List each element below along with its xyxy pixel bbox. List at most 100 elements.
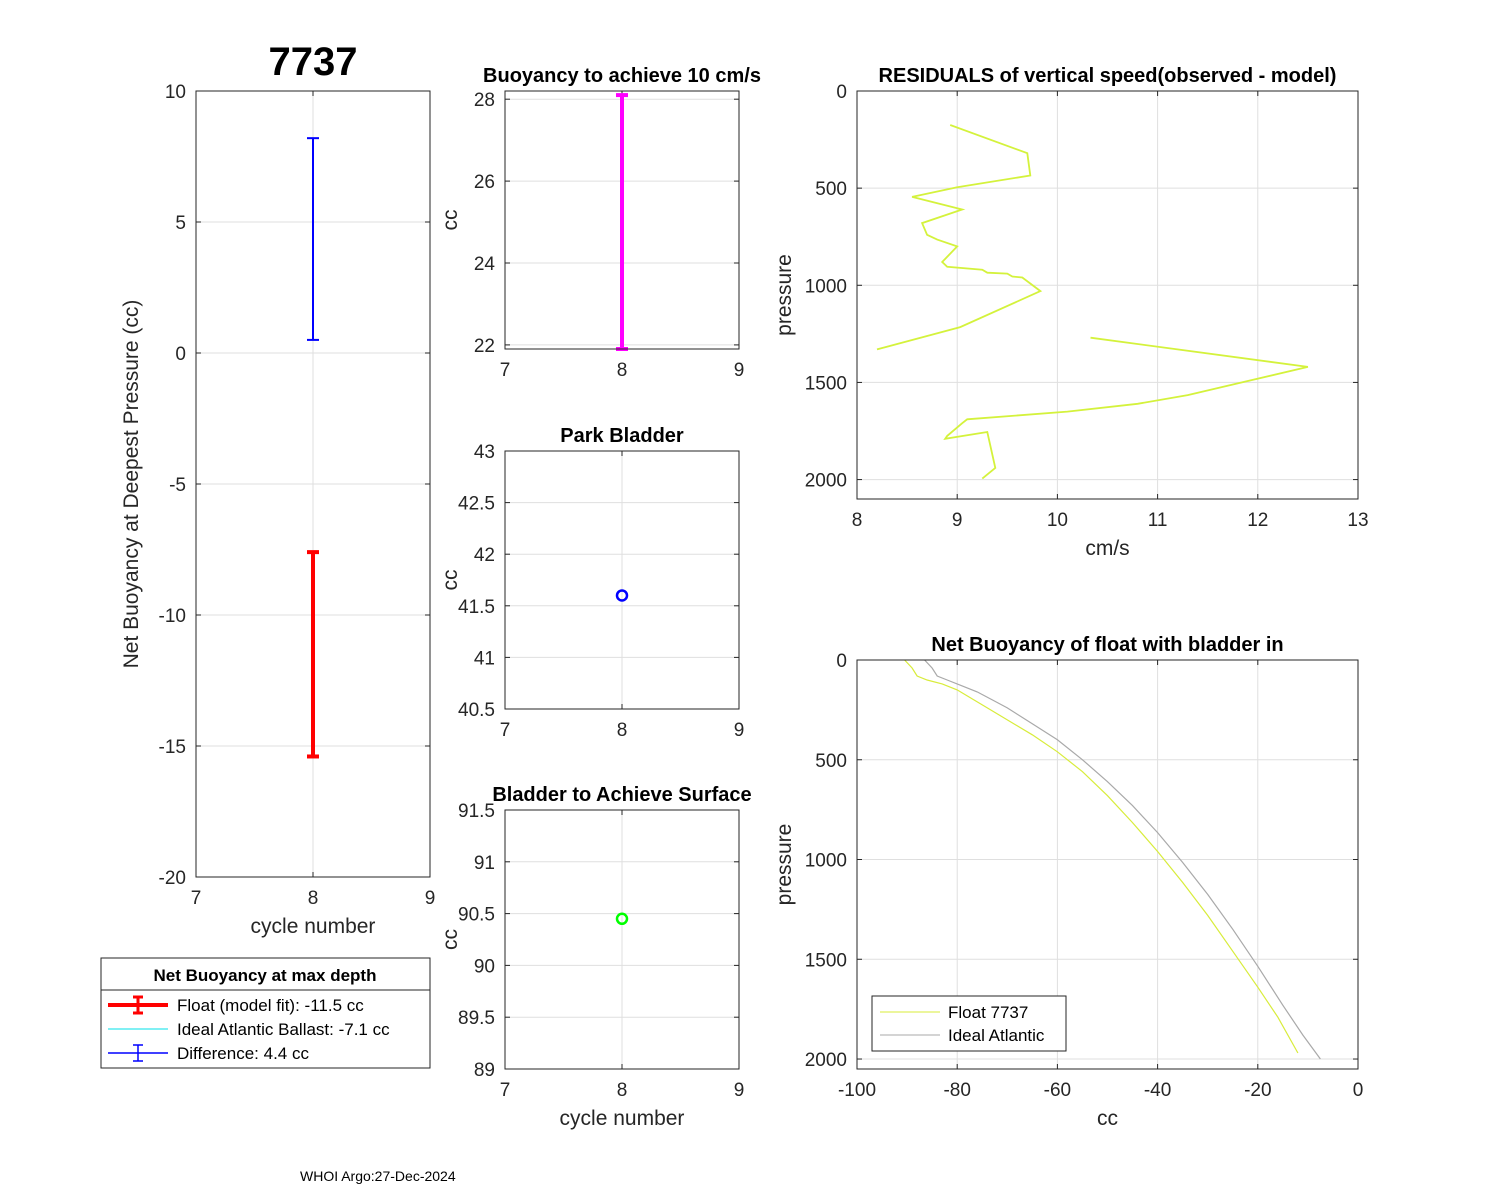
profile-legend-ideal-label: Ideal Atlantic xyxy=(948,1026,1045,1045)
legend-entry-float: Float (model fit): -11.5 cc xyxy=(108,995,364,1015)
net-buoyancy-profile-frame xyxy=(856,659,1359,1070)
net-buoyancy-ytick-label: -20 xyxy=(159,868,186,889)
net-buoyancy-ytick-label: 0 xyxy=(175,344,186,365)
residuals-series-1 xyxy=(943,336,1309,480)
net-buoyancy-ytick-label: -15 xyxy=(159,737,186,758)
residuals-ytick-label: 500 xyxy=(815,179,847,200)
bladder-surface-xtick-label: 9 xyxy=(734,1080,745,1101)
park-bladder-ytick-label: 43 xyxy=(474,442,495,463)
net-buoyancy-profile-series-0 xyxy=(904,659,1299,1054)
park-bladder-ylabel: cc xyxy=(439,570,462,591)
residuals-xtick-label: 8 xyxy=(852,510,863,531)
net-buoyancy-profile-xtick-label: -100 xyxy=(838,1080,876,1101)
float-id-title: 7737 xyxy=(269,40,358,84)
buoyancy-10cms-ytick-label: 22 xyxy=(474,336,495,357)
bladder-surface-ytick-label: 89.5 xyxy=(458,1008,495,1029)
bladder-surface-title: Bladder to Achieve Surface xyxy=(492,784,751,806)
net-buoyancy-axes: 7 8 9 -20 -15 -10 -5 0 5 10 cycle number Net Buoyan… xyxy=(120,82,435,938)
net-buoyancy-profile-ytick-label: 0 xyxy=(836,651,847,672)
bladder-surface-xtick-label: 8 xyxy=(617,1080,628,1101)
residuals-axes: 8 9 10 11 12 13 0 500 1000 1500 2000 RESIDUALS of v… xyxy=(773,65,1369,560)
buoyancy-10cms-ylabel: cc xyxy=(439,210,462,231)
bladder-surface-frame xyxy=(504,809,740,1070)
park-bladder-ytick-label: 41 xyxy=(474,648,495,669)
net-buoyancy-profile-title: Net Buoyancy of float with bladder in xyxy=(931,634,1283,656)
net-buoyancy-ytick-label: 5 xyxy=(175,213,186,234)
footer-stamp: WHOI Argo:27-Dec-2024 xyxy=(300,1168,456,1184)
buoyancy-10cms-ytick-label: 24 xyxy=(474,254,496,275)
buoyancy-10cms-title: Buoyancy to achieve 10 cm/s xyxy=(483,65,761,87)
park-bladder-axes: 7 8 9 40.5 41 41.5 42 42.5 43 Park Bladder cc xyxy=(439,425,744,741)
residuals-plot-area xyxy=(857,91,1358,499)
bladder-surface-ytick-label: 90 xyxy=(474,956,495,977)
legend-ideal-label: Ideal Atlantic Ballast: -7.1 cc xyxy=(177,1020,390,1039)
residuals-ytick-label: 2000 xyxy=(805,471,847,492)
buoyancy-10cms-ytick-label: 26 xyxy=(474,172,495,193)
bladder-surface-ytick-label: 91 xyxy=(474,853,495,874)
bladder-surface-ytick-label: 91.5 xyxy=(458,801,495,822)
net-buoyancy-profile-xlabel: cc xyxy=(1097,1107,1118,1130)
net-buoyancy-ytick-label: -10 xyxy=(159,606,186,627)
residuals-xtick-label: 9 xyxy=(952,510,963,531)
net-buoyancy-frame xyxy=(195,90,431,878)
residuals-title: RESIDUALS of vertical speed(observed - m… xyxy=(879,65,1337,87)
legend-entry-ideal: Ideal Atlantic Ballast: -7.1 cc xyxy=(108,1020,390,1039)
profile-legend: Float 7737 Ideal Atlantic xyxy=(871,995,1067,1052)
park-bladder-ytick-label: 40.5 xyxy=(458,700,495,721)
residuals-ylabel: pressure xyxy=(773,254,796,336)
buoyancy-10cms-xtick-label: 7 xyxy=(500,360,511,381)
residuals-ytick-label: 0 xyxy=(836,82,847,103)
park-bladder-ytick-label: 42.5 xyxy=(458,494,495,515)
bladder-surface-ytick-label: 90.5 xyxy=(458,905,495,926)
net-buoyancy-profile-xtick-label: -80 xyxy=(943,1080,970,1101)
buoyancy-10cms-ytick-label: 28 xyxy=(474,90,495,111)
bladder-surface-ytick-label: 89 xyxy=(474,1060,495,1081)
bladder-surface-xlabel: cycle number xyxy=(560,1107,685,1130)
park-bladder-ytick-label: 42 xyxy=(474,545,495,566)
net-buoyancy-ylabel: Net Buoyancy at Deepest Pressure (cc) xyxy=(120,300,143,669)
park-bladder-xtick-label: 8 xyxy=(617,720,628,741)
net-buoyancy-profile-xtick-label: -20 xyxy=(1244,1080,1271,1101)
park-bladder-title: Park Bladder xyxy=(560,425,684,447)
buoyancy-10cms-xtick-label: 9 xyxy=(734,360,745,381)
residuals-xtick-label: 10 xyxy=(1047,510,1068,531)
net-buoyancy-profile-ytick-label: 2000 xyxy=(805,1050,847,1071)
bladder-surface-marker-0 xyxy=(615,912,629,926)
net-buoyancy-xtick-label: 7 xyxy=(191,888,202,909)
legend-entry-difference: Difference: 4.4 cc xyxy=(108,1044,309,1063)
park-bladder-frame xyxy=(504,450,740,710)
buoyancy-10cms-frame xyxy=(504,90,740,350)
net-buoyancy-profile-axes: -100 -80 -60 -40 -20 0 0 500 1000 1500 2000 Net Buo… xyxy=(773,634,1363,1130)
net-buoyancy-xlabel: cycle number xyxy=(251,915,376,938)
net-buoyancy-profile-series-1 xyxy=(924,659,1321,1060)
legend-title: Net Buoyancy at max depth xyxy=(154,966,377,985)
bladder-surface-xtick-label: 7 xyxy=(500,1080,511,1101)
net-buoyancy-profile-ytick-label: 500 xyxy=(815,751,847,772)
park-bladder-marker-0 xyxy=(615,589,629,602)
bladder-surface-ylabel: cc xyxy=(439,929,462,950)
net-buoyancy-profile-ytick-label: 1000 xyxy=(805,851,847,872)
residuals-ytick-label: 1000 xyxy=(805,276,847,297)
legend-box xyxy=(100,957,431,1069)
net-buoyancy-profile-xtick-label: -40 xyxy=(1144,1080,1171,1101)
residuals-ytick-label: 1500 xyxy=(805,373,847,394)
residuals-frame xyxy=(856,90,1359,500)
net-buoyancy-profile-ylabel: pressure xyxy=(773,824,796,906)
net-buoyancy-ytick-label: -5 xyxy=(169,475,186,496)
park-bladder-xtick-label: 7 xyxy=(500,720,511,741)
net-buoyancy-profile-ytick-label: 1500 xyxy=(805,950,847,971)
park-bladder-ytick-label: 41.5 xyxy=(458,597,495,618)
legend-difference-label: Difference: 4.4 cc xyxy=(177,1044,309,1063)
residuals-xtick-label: 13 xyxy=(1347,510,1368,531)
buoyancy-10cms-axes: 7 8 9 22 24 26 28 Buoyancy to achieve 10 cm/s cc xyxy=(439,65,761,381)
park-bladder-xtick-label: 9 xyxy=(734,720,745,741)
buoyancy-10cms-xtick-label: 8 xyxy=(617,360,628,381)
net-buoyancy-ytick-label: 10 xyxy=(165,82,186,103)
residuals-xtick-label: 12 xyxy=(1247,510,1268,531)
profile-legend-float-label: Float 7737 xyxy=(948,1003,1028,1022)
net-buoyancy-legend: Net Buoyancy at max depth Float (model f… xyxy=(100,957,431,1069)
profile-legend-box xyxy=(871,995,1067,1052)
residuals-series-0 xyxy=(876,124,1043,351)
